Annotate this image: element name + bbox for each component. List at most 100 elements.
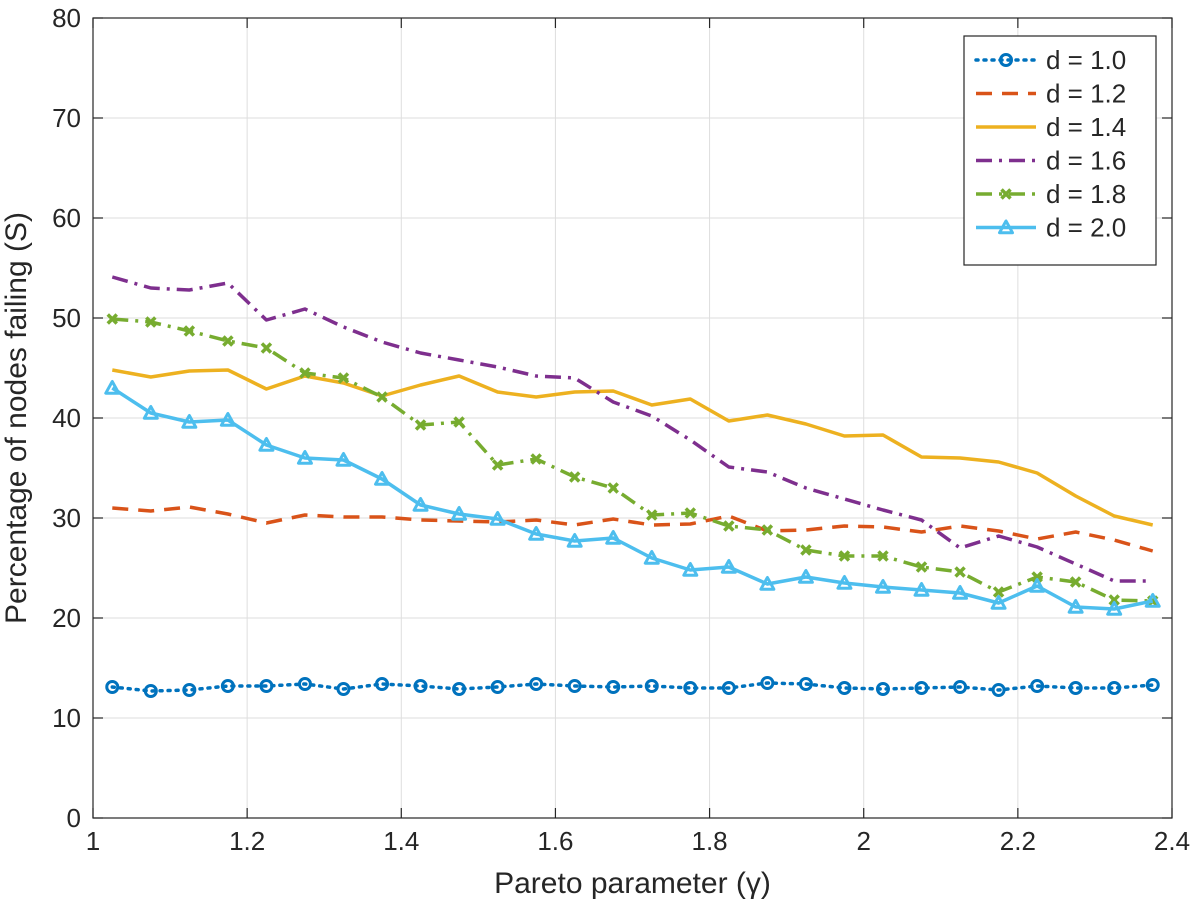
data-point bbox=[452, 682, 467, 696]
data-point bbox=[181, 414, 198, 429]
data-point bbox=[219, 412, 236, 427]
data-point bbox=[297, 677, 312, 691]
data-point bbox=[104, 380, 121, 395]
data-point bbox=[952, 585, 969, 600]
data-point bbox=[529, 677, 544, 691]
marker-stroke bbox=[299, 367, 311, 379]
marker-stroke bbox=[992, 586, 1005, 598]
series-4 bbox=[111, 275, 1153, 583]
legend-label: d = 1.0 bbox=[1046, 45, 1126, 75]
data-point bbox=[142, 405, 159, 420]
data-point bbox=[106, 313, 119, 325]
ticks bbox=[92, 17, 1173, 819]
data-point bbox=[220, 679, 235, 693]
data-point bbox=[528, 526, 545, 541]
marker-stroke bbox=[414, 419, 427, 431]
data-point bbox=[1108, 594, 1120, 606]
legend-label: d = 1.4 bbox=[1046, 112, 1126, 142]
data-point bbox=[105, 680, 120, 694]
data-point bbox=[607, 482, 619, 494]
data-point bbox=[375, 677, 390, 691]
series-line bbox=[111, 386, 1154, 611]
tick-labels: 1 1.2 1.4 1.6 1.8 2 2.2 2.4 0 10 20 30 40 50 60 70 80 bbox=[52, 3, 1190, 856]
marker-stroke bbox=[915, 561, 928, 573]
series-line bbox=[111, 368, 1154, 527]
marker-stroke bbox=[491, 459, 504, 471]
legend-item: d = 1.8 bbox=[976, 179, 1126, 209]
legend-marker bbox=[1000, 188, 1012, 200]
legend-item: d = 2.0 bbox=[976, 213, 1126, 243]
data-point bbox=[723, 520, 735, 532]
data-point bbox=[145, 316, 157, 328]
x-tick-label: 2.2 bbox=[1000, 826, 1036, 856]
legend-item: d = 1.6 bbox=[976, 146, 1126, 176]
legend: d = 1.0 d = 1.2d = 1.4 d = 1.6d = 1.8 d = 2… bbox=[963, 35, 1157, 266]
marker-stroke bbox=[145, 316, 157, 328]
y-axis-label: Percentage of nodes failing (S) bbox=[0, 212, 33, 624]
data-point bbox=[489, 511, 506, 526]
data-point bbox=[296, 450, 313, 465]
data-point bbox=[875, 682, 890, 696]
marker-stroke bbox=[800, 544, 812, 556]
marker-stroke bbox=[260, 342, 273, 354]
data-point bbox=[414, 419, 427, 431]
series-5 bbox=[106, 313, 1159, 607]
marker-stroke bbox=[530, 453, 542, 465]
data-point bbox=[914, 681, 929, 695]
marker-stroke bbox=[607, 482, 619, 494]
data-point bbox=[451, 506, 468, 521]
marker-stroke bbox=[761, 524, 774, 536]
legend-item: d = 1.0 bbox=[974, 45, 1126, 75]
marker-stroke bbox=[954, 566, 966, 578]
data-point bbox=[606, 680, 621, 694]
data-point bbox=[721, 681, 736, 695]
data-point bbox=[336, 682, 351, 696]
marker-stroke bbox=[183, 325, 196, 337]
data-point bbox=[260, 342, 273, 354]
data-point bbox=[684, 507, 697, 519]
data-point bbox=[530, 453, 542, 465]
series-1 bbox=[105, 676, 1160, 698]
series-line bbox=[111, 275, 1153, 583]
data-point bbox=[490, 680, 505, 694]
data-point bbox=[953, 680, 968, 694]
data-point bbox=[800, 544, 812, 556]
marker-stroke bbox=[877, 550, 889, 562]
y-tick-label: 20 bbox=[52, 603, 81, 633]
data-point bbox=[646, 509, 658, 521]
series-6 bbox=[104, 380, 1161, 616]
marker-stroke bbox=[723, 520, 735, 532]
legend-item: d = 1.2 bbox=[976, 79, 1126, 109]
marker-stroke bbox=[453, 416, 465, 428]
marker-stroke bbox=[646, 509, 658, 521]
data-point bbox=[761, 524, 774, 536]
legend-marker bbox=[999, 53, 1013, 67]
data-point bbox=[798, 677, 813, 691]
legend-label: d = 1.2 bbox=[1046, 79, 1126, 109]
data-point bbox=[837, 681, 852, 695]
data-point bbox=[1107, 681, 1122, 695]
legend-item: d = 1.4 bbox=[976, 112, 1126, 142]
data-point bbox=[836, 575, 853, 590]
data-point bbox=[1067, 599, 1084, 614]
data-point bbox=[335, 452, 352, 467]
data-point bbox=[412, 497, 429, 512]
marker-stroke bbox=[1069, 576, 1082, 588]
data-point bbox=[683, 681, 698, 695]
data-point bbox=[222, 335, 234, 347]
y-tick-label: 70 bbox=[52, 103, 81, 133]
data-point bbox=[1069, 576, 1082, 588]
series-3 bbox=[111, 368, 1154, 527]
data-point bbox=[991, 683, 1006, 697]
data-point bbox=[299, 367, 311, 379]
y-tick-label: 10 bbox=[52, 703, 81, 733]
data-point bbox=[1145, 678, 1160, 692]
x-tick-label: 1.6 bbox=[537, 826, 573, 856]
marker-stroke bbox=[1108, 594, 1120, 606]
data-point bbox=[643, 550, 660, 565]
marker-stroke bbox=[1031, 571, 1043, 583]
x-tick-label: 1 bbox=[86, 826, 100, 856]
data-point bbox=[568, 471, 581, 483]
marker-stroke bbox=[222, 335, 234, 347]
